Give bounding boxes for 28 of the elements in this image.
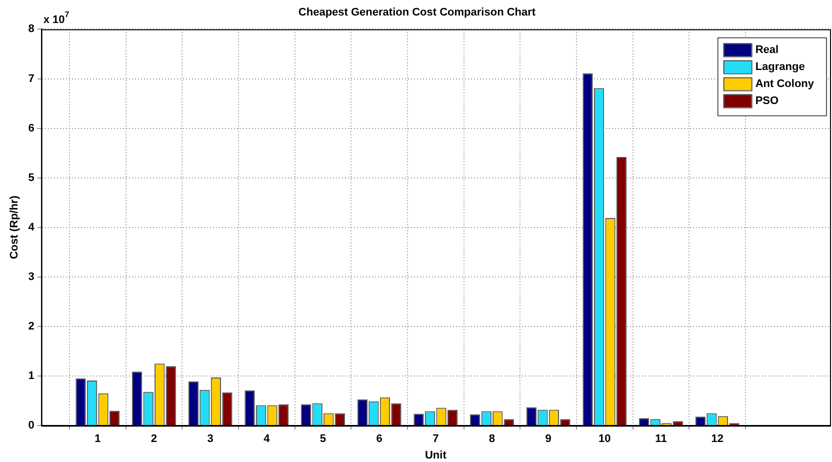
x-tick-label: 5 [320,433,326,446]
y-tick-label: 5 [28,172,34,184]
x-tick-label: 8 [488,433,496,446]
y-tick-label: 8 [28,23,34,36]
legend-label: Ant Colony [755,78,815,90]
x-axis-title: Unit [424,449,447,462]
y-tick-label: 1 [28,370,34,382]
x-tick-label: 6 [376,433,382,446]
y-tick-label: 4 [28,221,36,234]
x-tick-label: 7 [432,433,439,446]
y-tick-label: 0 [28,420,34,432]
x-tick-label: 10 [598,433,611,446]
y-tick-label: 6 [28,122,34,134]
legend-label: Real [755,44,779,56]
x-tick-label: 2 [150,433,158,446]
chart-title: Cheapest Generation Cost Comparison Chart [298,6,536,19]
y-tick-label: 2 [28,320,34,333]
legend-label: PSO [755,95,780,108]
y-tick-label: 7 [28,72,34,85]
x-tick-label: 12 [711,433,724,446]
x-tick-label: 11 [655,433,667,446]
x-tick-label: 4 [264,433,271,446]
x-tick-label: 1 [94,433,101,446]
legend-label: Lagrange [755,61,805,74]
y-axis-title: Cost (Rp/hr) [8,195,21,260]
x-tick-label: 3 [207,433,214,446]
x-tick-label: 9 [545,433,552,446]
y-tick-label: 3 [28,270,34,283]
